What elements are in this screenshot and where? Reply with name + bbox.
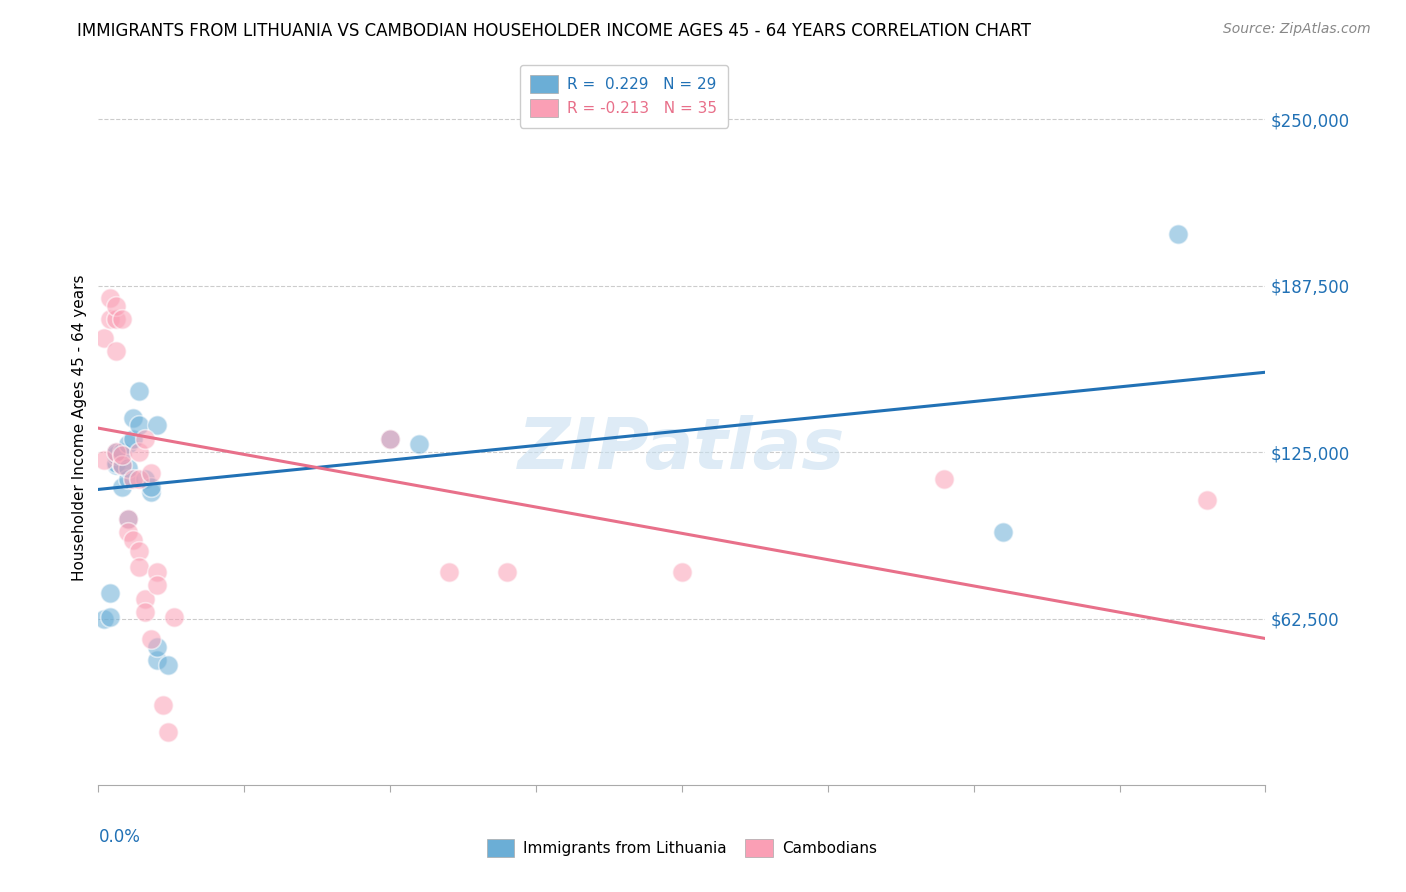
Point bbox=[163, 610, 186, 624]
Point bbox=[117, 472, 139, 486]
Text: IMMIGRANTS FROM LITHUANIA VS CAMBODIAN HOUSEHOLDER INCOME AGES 45 - 64 YEARS COR: IMMIGRANTS FROM LITHUANIA VS CAMBODIAN H… bbox=[77, 22, 1032, 40]
Point bbox=[104, 445, 127, 459]
Point bbox=[122, 410, 145, 425]
Point bbox=[146, 653, 169, 667]
Point bbox=[104, 343, 127, 358]
Point bbox=[104, 299, 127, 313]
Point bbox=[134, 591, 156, 606]
Y-axis label: Householder Income Ages 45 - 64 years: Householder Income Ages 45 - 64 years bbox=[72, 275, 87, 582]
Point bbox=[146, 578, 169, 592]
Point bbox=[111, 458, 134, 473]
Point bbox=[98, 312, 121, 326]
Point bbox=[111, 458, 134, 473]
Point bbox=[991, 524, 1014, 539]
Point bbox=[134, 605, 156, 619]
Point bbox=[437, 565, 460, 579]
Point bbox=[122, 472, 145, 486]
Point bbox=[146, 640, 169, 654]
Point bbox=[93, 453, 115, 467]
Point bbox=[1195, 493, 1218, 508]
Text: 0.0%: 0.0% bbox=[98, 828, 141, 846]
Point bbox=[134, 472, 156, 486]
Point bbox=[128, 472, 150, 486]
Point bbox=[122, 533, 145, 547]
Point bbox=[408, 437, 430, 451]
Point bbox=[98, 586, 121, 600]
Point bbox=[117, 461, 139, 475]
Point bbox=[139, 467, 162, 481]
Point bbox=[146, 565, 169, 579]
Point bbox=[128, 384, 150, 398]
Point bbox=[671, 565, 693, 579]
Point bbox=[128, 418, 150, 433]
Point bbox=[380, 432, 402, 446]
Point bbox=[139, 485, 162, 500]
Point bbox=[98, 291, 121, 305]
Point bbox=[111, 480, 134, 494]
Point bbox=[93, 611, 115, 625]
Point bbox=[117, 524, 139, 539]
Point bbox=[117, 437, 139, 451]
Point bbox=[117, 511, 139, 525]
Point bbox=[139, 480, 162, 494]
Point bbox=[111, 448, 134, 462]
Point bbox=[98, 610, 121, 624]
Point bbox=[139, 632, 162, 646]
Text: ZIPatlas: ZIPatlas bbox=[519, 415, 845, 484]
Text: Source: ZipAtlas.com: Source: ZipAtlas.com bbox=[1223, 22, 1371, 37]
Point bbox=[934, 472, 956, 486]
Point bbox=[157, 658, 180, 673]
Point bbox=[128, 559, 150, 574]
Point bbox=[1167, 227, 1189, 241]
Point bbox=[104, 448, 127, 462]
Point bbox=[157, 724, 180, 739]
Point bbox=[117, 511, 139, 525]
Point bbox=[146, 418, 169, 433]
Point bbox=[104, 312, 127, 326]
Point bbox=[152, 698, 174, 712]
Point bbox=[104, 445, 127, 459]
Legend: R =  0.229   N = 29, R = -0.213   N = 35: R = 0.229 N = 29, R = -0.213 N = 35 bbox=[520, 65, 727, 128]
Point bbox=[128, 445, 150, 459]
Point bbox=[104, 456, 127, 470]
Point bbox=[122, 432, 145, 446]
Point bbox=[111, 312, 134, 326]
Point bbox=[104, 458, 127, 473]
Point bbox=[111, 445, 134, 459]
Point bbox=[93, 331, 115, 345]
Point bbox=[134, 432, 156, 446]
Point bbox=[128, 543, 150, 558]
Point bbox=[496, 565, 519, 579]
Point bbox=[380, 432, 402, 446]
